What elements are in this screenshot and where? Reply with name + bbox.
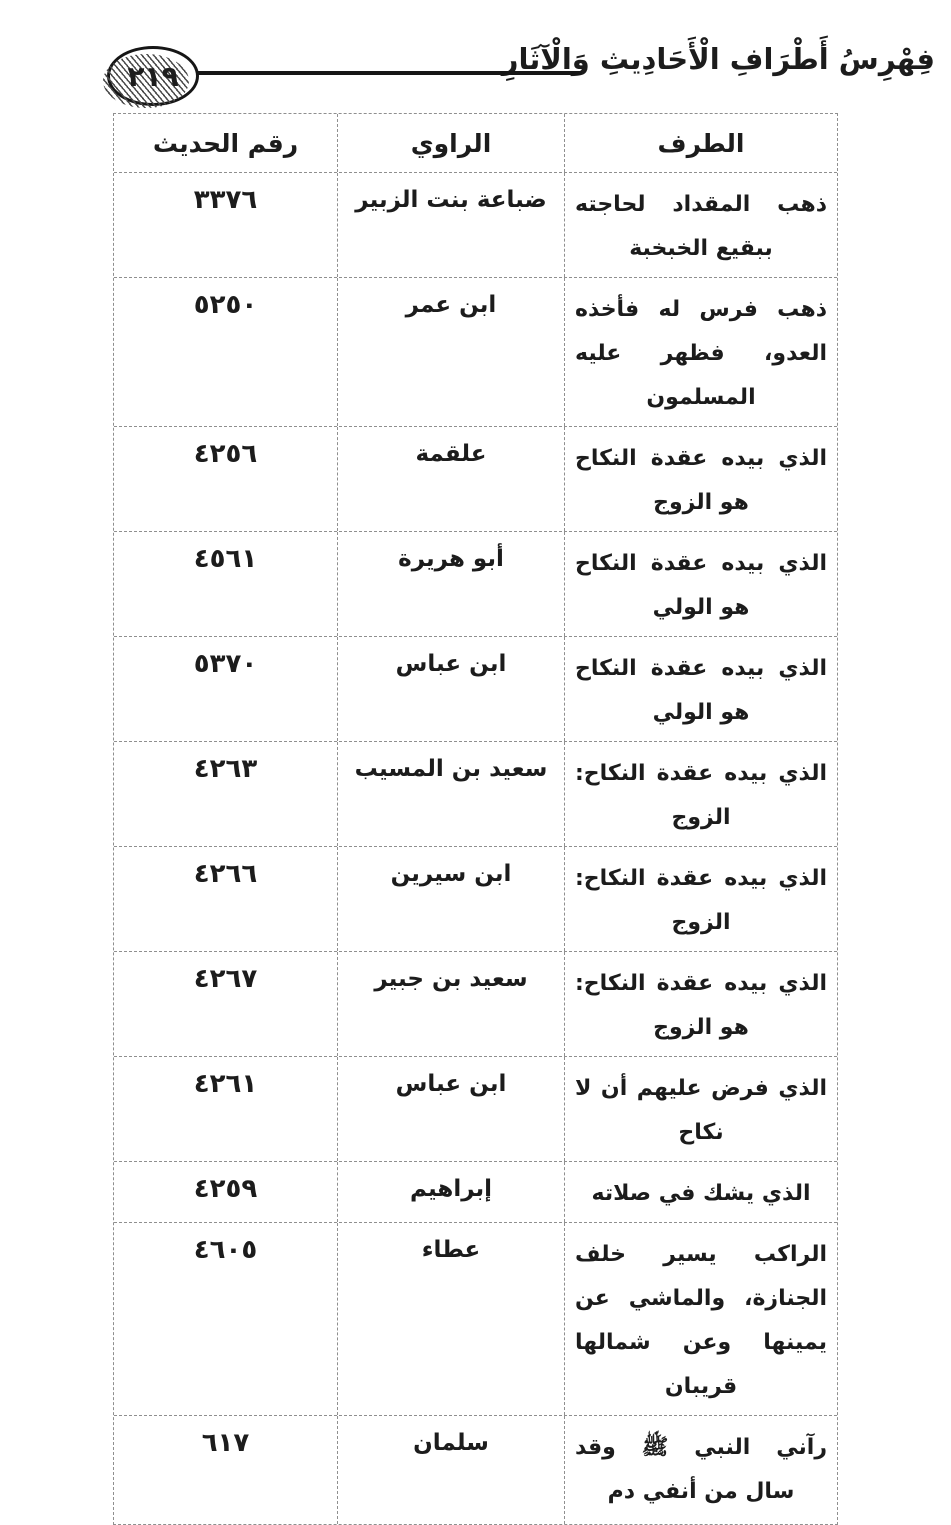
cell-taraf: الذي بيده عقدة النكاح: الزوج — [575, 866, 827, 935]
page-number: ٢١٩ — [127, 59, 179, 93]
cell-taraf: الراكب يسير خلف الجنازة، والماشي عن يمين… — [575, 1242, 827, 1399]
table-row: رآني النبي ﷺ وقد سال من أنفي دم سلمان ٦١… — [114, 1415, 837, 1524]
cell-taraf: الذي بيده عقدة النكاح: هو الزوج — [575, 971, 827, 1040]
cell-rawi: أبو هريرة — [338, 532, 565, 636]
cell-taraf: الذي بيده عقدة النكاح هو الزوج — [575, 446, 827, 515]
table-row: ذهب فرس له فأخذه العدو، فظهر عليه المسلم… — [114, 277, 837, 426]
page-number-badge: ٢١٩ — [103, 46, 199, 108]
cell-number: ٥٣٧٠ — [114, 637, 338, 741]
cell-number: ٤٢٦٣ — [114, 742, 338, 846]
cell-taraf: الذي بيده عقدة النكاح هو الولي — [575, 656, 827, 725]
cell-number: ٤٥٦١ — [114, 532, 338, 636]
cell-rawi: سلمان — [338, 1416, 565, 1524]
cell-taraf: ذهب المقداد لحاجته ببقيع الخبخبة — [575, 192, 827, 261]
cell-number: ٣٣٧٦ — [114, 173, 338, 277]
table-row: الذي بيده عقدة النكاح هو الزوج علقمة ٤٢٥… — [114, 426, 837, 531]
cell-taraf: ذهب فرس له فأخذه العدو، فظهر عليه المسلم… — [575, 297, 827, 410]
cell-rawi: ضباعة بنت الزبير — [338, 173, 565, 277]
hadith-index-table: الطرف الراوي رقم الحديث ذهب المقداد لحاج… — [113, 113, 838, 1525]
cell-rawi: عطاء — [338, 1223, 565, 1415]
column-header-rawi: الراوي — [338, 114, 565, 172]
cell-number: ٤٢٦٧ — [114, 952, 338, 1056]
cell-rawi: علقمة — [338, 427, 565, 531]
column-header-number: رقم الحديث — [114, 114, 338, 172]
table-row: الذي بيده عقدة النكاح هو الولي أبو هريرة… — [114, 531, 837, 636]
cell-taraf: الذي يشك في صلاته — [591, 1181, 811, 1206]
cell-rawi: ابن عمر — [338, 278, 565, 426]
table-row: الذي فرض عليهم أن لا نكاح ابن عباس ٤٢٦١ — [114, 1056, 837, 1161]
table-row: ذهب المقداد لحاجته ببقيع الخبخبة ضباعة ب… — [114, 172, 837, 277]
cell-rawi: سعيد بن المسيب — [338, 742, 565, 846]
cell-rawi: إبراهيم — [338, 1162, 565, 1222]
column-header-taraf: الطرف — [657, 128, 745, 158]
table-row: الذي بيده عقدة النكاح: الزوج سعيد بن الم… — [114, 741, 837, 846]
cell-number: ٤٢٦٦ — [114, 847, 338, 951]
table-header-row: الطرف الراوي رقم الحديث — [114, 114, 837, 172]
table-row: الذي بيده عقدة النكاح هو الولي ابن عباس … — [114, 636, 837, 741]
cell-taraf: الذي بيده عقدة النكاح هو الولي — [575, 551, 827, 620]
cell-rawi: ابن عباس — [338, 637, 565, 741]
table-row: الراكب يسير خلف الجنازة، والماشي عن يمين… — [114, 1222, 837, 1415]
page-title: فِهْرِسُ أَطْرَافِ الْأَحَادِيثِ وَالْآث… — [501, 42, 935, 76]
cell-rawi: سعيد بن جبير — [338, 952, 565, 1056]
cell-taraf: الذي بيده عقدة النكاح: الزوج — [575, 761, 827, 830]
cell-taraf: رآني النبي ﷺ وقد سال من أنفي دم — [575, 1435, 827, 1504]
cell-number: ٤٢٥٦ — [114, 427, 338, 531]
cell-number: ٤٢٦١ — [114, 1057, 338, 1161]
cell-number: ٤٦٠٥ — [114, 1223, 338, 1415]
table-row: الذي يشك في صلاته إبراهيم ٤٢٥٩ — [114, 1161, 837, 1222]
table-row: الذي بيده عقدة النكاح: هو الزوج سعيد بن … — [114, 951, 837, 1056]
cell-number: ٥٢٥٠ — [114, 278, 338, 426]
header-rule-divider — [190, 71, 582, 75]
cell-taraf: الذي فرض عليهم أن لا نكاح — [575, 1076, 827, 1145]
cell-number: ٤٢٥٩ — [114, 1162, 338, 1222]
scanned-book-page: { "page": { "number": "٢١٩", "title": "ف… — [103, 42, 935, 1525]
table-row: الذي بيده عقدة النكاح: الزوج ابن سيرين ٤… — [114, 846, 837, 951]
cell-rawi: ابن سيرين — [338, 847, 565, 951]
cell-number: ٦١٧ — [114, 1416, 338, 1524]
cell-rawi: ابن عباس — [338, 1057, 565, 1161]
